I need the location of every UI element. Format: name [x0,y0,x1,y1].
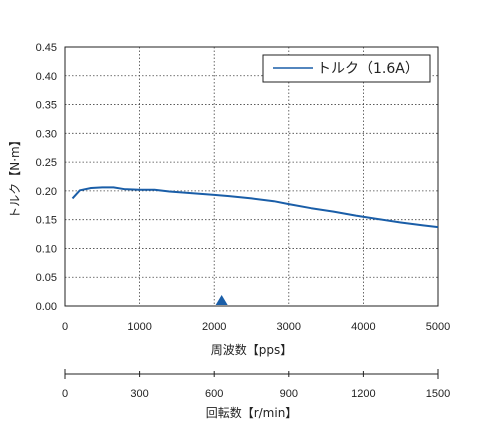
secondary-axis-tick-label: 0 [62,388,68,400]
x-tick-label: 4000 [351,321,375,333]
secondary-axis-label: 回転数【r/min】 [206,405,298,420]
y-tick-label: 0.10 [36,243,57,255]
x-axis-label: 周波数【pps】 [211,342,293,357]
secondary-axis-tick-label: 1500 [426,388,450,400]
frequency-marker [215,295,228,305]
y-tick-label: 0.25 [36,157,57,169]
x-tick-label: 0 [62,321,68,333]
legend-label: トルク（1.6A） [317,61,419,77]
y-tick-label: 0.15 [36,215,57,227]
x-tick-label: 1000 [127,321,151,333]
y-axis-label: トルク【N·m】 [8,134,22,218]
x-tick-label: 5000 [426,321,450,333]
plot-area [64,46,439,307]
grid-lines [65,47,438,306]
x-tick-label: 3000 [277,321,301,333]
series-line [71,186,439,229]
y-tick-label: 0.20 [36,186,57,198]
y-tick-label: 0.35 [36,100,57,112]
y-axis-ticks: 0.00 0.05 0.10 0.15 0.20 0.25 0.30 0.35 0.40 0.45 [36,42,57,313]
secondary-axis-tick-label: 300 [130,388,148,400]
y-tick-label: 0.45 [36,42,57,54]
secondary-axis: 0 300 600 900 1200 1500 [62,369,450,400]
secondary-axis-tick-label: 1200 [351,388,375,400]
y-tick-label: 0.30 [36,128,57,140]
series-layer [71,186,439,229]
secondary-axis-tick-label: 900 [280,388,298,400]
secondary-axis-tick-label: 600 [205,388,223,400]
x-axis-ticks: 0 1000 2000 3000 4000 5000 [62,321,450,333]
legend: トルク（1.6A） [262,54,431,83]
x-tick-label: 2000 [202,321,226,333]
y-tick-label: 0.00 [36,301,57,313]
y-tick-label: 0.40 [36,71,57,83]
y-tick-label: 0.05 [36,272,57,284]
